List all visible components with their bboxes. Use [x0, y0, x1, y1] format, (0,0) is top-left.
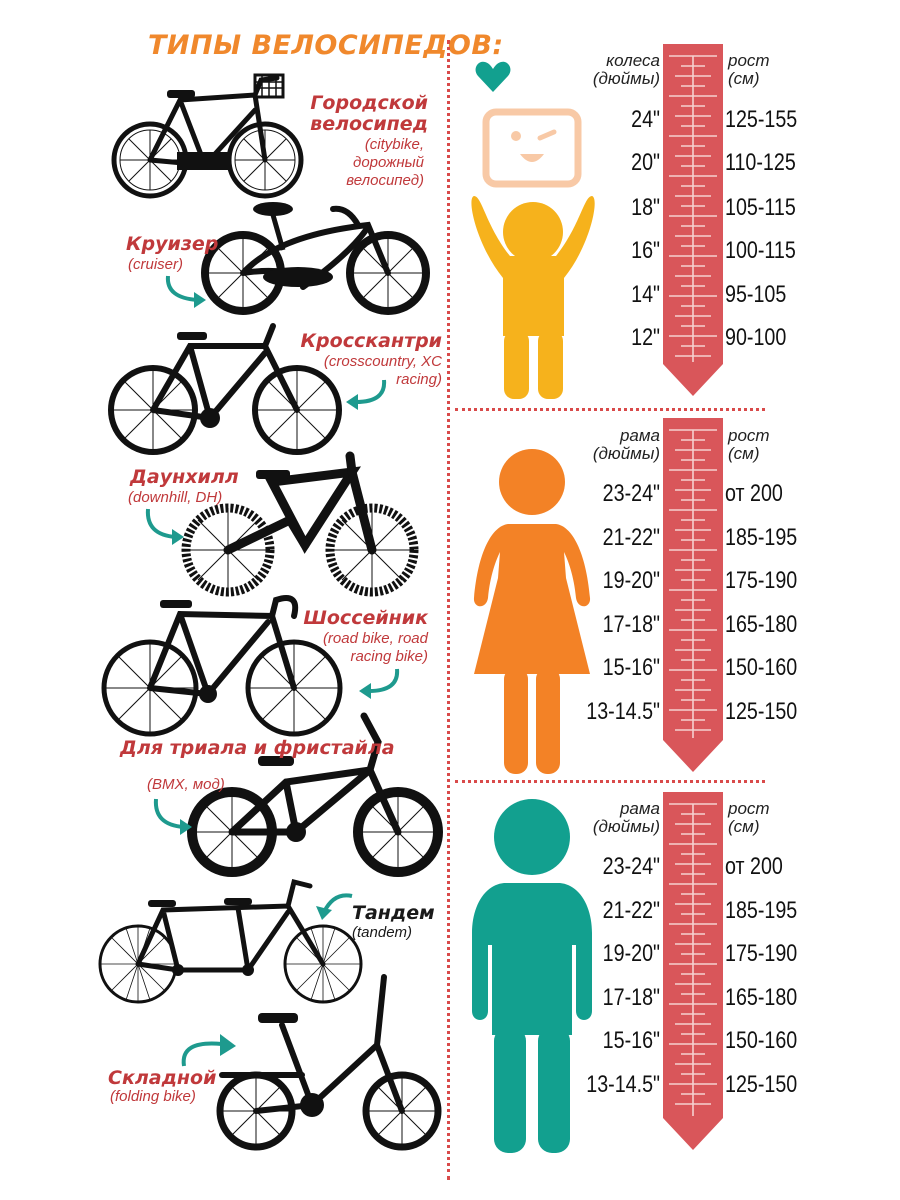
bike-subtitle-city: (citybike, дорожный велосипед) — [346, 136, 424, 189]
height-range: 90-100 — [725, 324, 787, 351]
bmx-bike-icon — [187, 712, 443, 877]
height-range: 125-150 — [725, 698, 798, 725]
height-range: 150-160 — [725, 1027, 798, 1054]
bike-name-tandem: Тандем — [352, 902, 435, 924]
ruler-icon — [663, 792, 723, 1150]
arrow-icon — [346, 379, 387, 410]
arrow-icon — [316, 893, 353, 920]
arrow-icon — [181, 1034, 236, 1067]
height-range: 150-160 — [725, 654, 798, 681]
crosscountry-bike-icon — [108, 323, 342, 455]
ruler-icon — [663, 418, 723, 772]
arrow-icon — [165, 275, 206, 308]
woman-figure — [473, 449, 591, 774]
bike-subtitle-bmx: (BMX, мод) — [147, 776, 225, 793]
height-range: 175-190 — [725, 567, 798, 594]
height-header: рост (см) — [728, 799, 770, 836]
height-range: от 200 — [725, 853, 783, 880]
bike-subtitle-downhill: (downhill, DH) — [128, 489, 223, 506]
tandem-bike-icon — [98, 878, 363, 1004]
wheel-size: 18" — [631, 194, 660, 221]
wheel-size: 12" — [631, 324, 660, 351]
arrow-icon — [145, 508, 184, 545]
wheel-size: 20" — [631, 149, 660, 176]
bike-name-city: Городской велосипед — [310, 92, 428, 135]
height-range: 175-190 — [725, 940, 798, 967]
height-range: 165-180 — [725, 984, 798, 1011]
wheel-size-header: колеса (дюймы) — [592, 51, 660, 88]
height-range: 185-195 — [725, 897, 798, 924]
frame-size: 23-24" — [602, 853, 660, 880]
height-range: 125-150 — [725, 1071, 798, 1098]
frame-size: 21-22" — [602, 897, 660, 924]
bike-name-crosscountry: Кросскантри — [300, 330, 442, 352]
height-header: рост (см) — [728, 51, 770, 88]
child-figure — [471, 196, 595, 399]
frame-size: 15-16" — [602, 1027, 660, 1054]
frame-size: 17-18" — [602, 611, 660, 638]
height-range: 125-155 — [725, 106, 798, 133]
frame-size: 19-20" — [602, 567, 660, 594]
bike-subtitle-folding: (folding bike) — [110, 1088, 196, 1105]
city-bike-icon — [111, 73, 304, 199]
height-range: 165-180 — [725, 611, 798, 638]
bike-subtitle-tandem: (tandem) — [352, 924, 413, 941]
arrow-icon — [153, 798, 192, 835]
wheel-size: 24" — [631, 106, 660, 133]
road-bike-icon — [101, 595, 343, 737]
smiley-face-icon — [482, 108, 582, 188]
height-range: 95-105 — [725, 281, 787, 308]
arrow-icon — [359, 668, 400, 699]
height-range: 105-115 — [725, 194, 796, 221]
frame-size: 13-14.5" — [586, 1071, 660, 1098]
cruiser-bike-icon — [201, 202, 430, 315]
wheel-size: 16" — [631, 237, 660, 264]
bike-subtitle-cruiser: (cruiser) — [128, 256, 183, 273]
height-range: 100-115 — [725, 237, 796, 264]
bike-subtitle-crosscountry: (crosscountry, XC racing) — [323, 353, 442, 388]
bike-types-title: ТИПЫ ВЕЛОСИПЕДОВ: — [148, 30, 504, 61]
frame-size: 15-16" — [602, 654, 660, 681]
wheel-size: 14" — [631, 281, 660, 308]
frame-size-header: рама (дюймы) — [592, 799, 660, 836]
height-range: 185-195 — [725, 524, 798, 551]
frame-size: 19-20" — [602, 940, 660, 967]
section-divider — [455, 408, 765, 411]
bike-name-cruiser: Круизер — [126, 233, 219, 255]
ruler-icon — [663, 44, 723, 396]
bike-name-folding: Складной — [108, 1067, 217, 1089]
height-header: рост (см) — [728, 426, 770, 463]
frame-size: 13-14.5" — [586, 698, 660, 725]
height-range: 110-125 — [725, 149, 796, 176]
heart-icon — [475, 61, 511, 92]
downhill-bike-icon — [181, 451, 419, 597]
bike-name-road: Шоссейник — [303, 607, 428, 629]
folding-bike-icon — [216, 974, 442, 1151]
bike-subtitle-road: (road bike, road racing bike) — [322, 630, 428, 665]
frame-size: 21-22" — [602, 524, 660, 551]
frame-size: 23-24" — [602, 480, 660, 507]
frame-size-header: рама (дюймы) — [592, 426, 660, 463]
section-divider — [455, 780, 765, 783]
bike-name-bmx: Для триала и фристайла — [120, 737, 395, 759]
frame-size: 17-18" — [602, 984, 660, 1011]
man-figure — [472, 799, 592, 1153]
height-range: от 200 — [725, 480, 783, 507]
vertical-divider — [447, 40, 450, 1180]
bike-name-downhill: Даунхилл — [130, 466, 239, 488]
